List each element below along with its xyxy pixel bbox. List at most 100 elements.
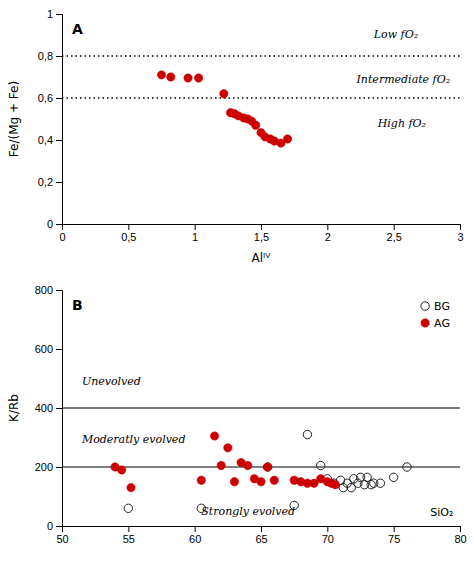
- tick-label: 3: [457, 231, 463, 243]
- tick: 2,5: [387, 224, 402, 243]
- series: [157, 71, 291, 148]
- tick-mark: [261, 526, 262, 532]
- point: [127, 483, 135, 491]
- tick-mark: [56, 224, 62, 225]
- point: [403, 463, 411, 471]
- x-axis: 50 55 60 65 70 75 80: [56, 526, 466, 545]
- point: [217, 461, 225, 469]
- tick-mark: [460, 526, 461, 532]
- tick: 55: [123, 526, 135, 545]
- point: [197, 476, 205, 484]
- tick-label: 70: [322, 533, 334, 545]
- tick: 800: [35, 284, 62, 296]
- tick-label: 50: [56, 533, 68, 545]
- tick-mark: [195, 224, 196, 230]
- legend-symbol: [421, 302, 429, 310]
- point: [376, 479, 384, 487]
- tick-mark: [56, 408, 62, 409]
- x-axis: 00,511,522,53: [59, 224, 463, 243]
- point: [389, 473, 397, 481]
- point: [270, 476, 278, 484]
- tick-label: 400: [35, 402, 53, 414]
- tick-mark: [56, 290, 62, 291]
- reference-line: [62, 97, 460, 99]
- point: [303, 430, 311, 438]
- tick-label: 800: [35, 284, 53, 296]
- tick: 600: [35, 343, 62, 355]
- point: [167, 73, 175, 81]
- tick-mark: [394, 526, 395, 532]
- point: [224, 444, 232, 452]
- x-axis-title: Alᴵⱽ: [252, 251, 272, 265]
- point: [210, 432, 218, 440]
- tick-mark: [56, 14, 62, 15]
- tick-label: 1: [192, 231, 198, 243]
- point: [331, 481, 339, 489]
- point: [283, 135, 291, 143]
- tick-mark: [460, 224, 461, 230]
- reference-line: [62, 55, 460, 57]
- tick: 50: [56, 526, 68, 545]
- point: [157, 71, 165, 79]
- annotation: SiO₂: [430, 506, 453, 519]
- tick: 75: [388, 526, 400, 545]
- legend-label: AG: [434, 317, 450, 330]
- legend-label: BG: [434, 300, 450, 313]
- point: [251, 121, 259, 129]
- panel: 505560657075800200400600800UnevolvedMode…: [7, 284, 467, 545]
- tick-mark: [128, 224, 129, 230]
- legend-item: AG: [421, 317, 450, 330]
- tick-mark: [56, 140, 62, 141]
- tick-label: 80: [454, 533, 466, 545]
- tick: 1: [192, 224, 198, 243]
- tick: 80: [454, 526, 466, 545]
- legend: BG AG: [421, 300, 450, 330]
- y-axis: 0 200 400 600 800: [35, 284, 63, 532]
- plot-area: [62, 56, 460, 147]
- tick-label: 60: [189, 533, 201, 545]
- point: [194, 74, 202, 82]
- point: [244, 461, 252, 469]
- point: [124, 504, 132, 512]
- tick-label: 0: [47, 218, 53, 230]
- point: [263, 463, 271, 471]
- legend-symbol: [421, 319, 429, 327]
- tick-mark: [56, 56, 62, 57]
- annotation: Low fO₂: [373, 28, 418, 41]
- point: [263, 463, 271, 471]
- tick: 0,4: [38, 134, 62, 146]
- tick: 60: [189, 526, 201, 545]
- tick-label: 0,2: [38, 176, 53, 188]
- tick: 0: [59, 224, 65, 243]
- axis-line: [63, 527, 461, 533]
- axis-line: [56, 291, 63, 527]
- tick-mark: [56, 349, 62, 350]
- tick: 0,6: [38, 92, 62, 104]
- y-axis-title: Fe/(Mg + Fe): [7, 81, 21, 157]
- point: [257, 478, 265, 486]
- tick-label: 1,5: [254, 231, 269, 243]
- tick-mark: [56, 182, 62, 183]
- tick-mark: [327, 224, 328, 230]
- tick-label: 0,6: [38, 92, 53, 104]
- tick-label: 2: [325, 231, 331, 243]
- tick: 0,8: [38, 50, 62, 62]
- axis-line: [63, 225, 461, 231]
- tick-label: 65: [255, 533, 267, 545]
- tick-label: 55: [123, 533, 135, 545]
- reference-line: [62, 407, 460, 408]
- legend-item: BG: [421, 300, 450, 313]
- plot-area: [62, 408, 460, 513]
- tick: 200: [35, 461, 62, 473]
- tick: 0: [47, 520, 62, 532]
- tick: 2: [325, 224, 331, 243]
- figure: 00,511,522,5300,20,40,60,81Low fO₂Interm…: [0, 0, 474, 572]
- point: [370, 479, 378, 487]
- y-axis-title: K/Rb: [7, 394, 21, 422]
- panel-title: A: [72, 21, 83, 37]
- tick-mark: [128, 526, 129, 532]
- tick-label: 0,4: [38, 134, 53, 146]
- tick-mark: [327, 526, 328, 532]
- tick-mark: [195, 526, 196, 532]
- point: [118, 466, 126, 474]
